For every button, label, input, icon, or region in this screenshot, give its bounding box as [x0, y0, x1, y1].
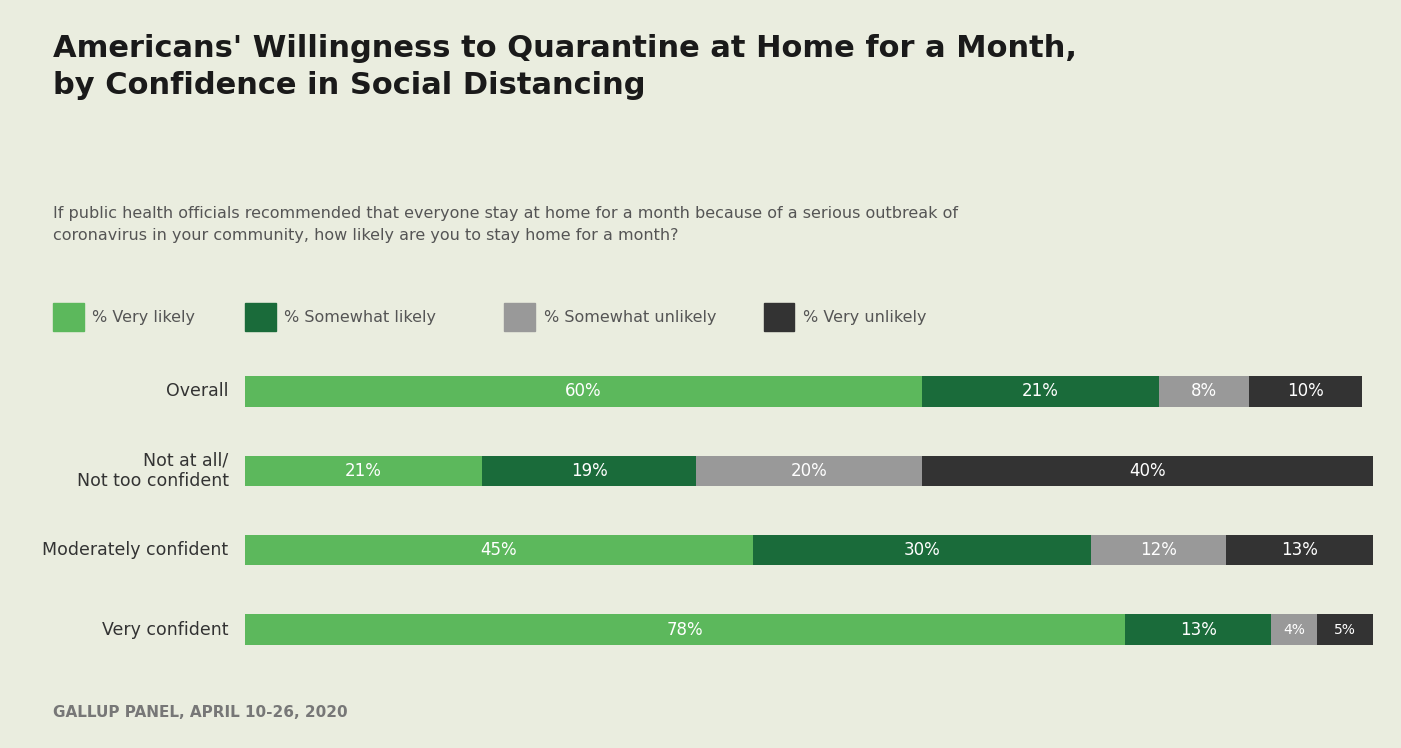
- Text: 12%: 12%: [1140, 542, 1177, 560]
- Text: 13%: 13%: [1282, 542, 1318, 560]
- Text: % Very likely: % Very likely: [92, 310, 196, 325]
- Bar: [1159, 376, 1248, 407]
- Text: 60%: 60%: [565, 382, 602, 400]
- Text: 20%: 20%: [790, 462, 828, 479]
- Text: 5%: 5%: [1334, 622, 1356, 637]
- Text: 10%: 10%: [1288, 382, 1324, 400]
- Text: 40%: 40%: [1129, 462, 1166, 479]
- Bar: [1091, 535, 1226, 565]
- Text: % Somewhat unlikely: % Somewhat unlikely: [544, 310, 716, 325]
- Bar: [752, 535, 1091, 565]
- Bar: [696, 456, 922, 486]
- Text: % Very unlikely: % Very unlikely: [803, 310, 926, 325]
- Bar: [245, 614, 1125, 645]
- Bar: [922, 456, 1373, 486]
- Text: 4%: 4%: [1283, 622, 1304, 637]
- Bar: [245, 376, 922, 407]
- Bar: [922, 376, 1159, 407]
- Bar: [245, 535, 752, 565]
- Text: If public health officials recommended that everyone stay at home for a month be: If public health officials recommended t…: [53, 206, 958, 243]
- Text: Americans' Willingness to Quarantine at Home for a Month,
by Confidence in Socia: Americans' Willingness to Quarantine at …: [53, 34, 1077, 99]
- Bar: [1272, 614, 1317, 645]
- Text: 78%: 78%: [667, 621, 703, 639]
- Text: 21%: 21%: [345, 462, 382, 479]
- Text: 21%: 21%: [1021, 382, 1059, 400]
- Text: 13%: 13%: [1180, 621, 1216, 639]
- Text: 8%: 8%: [1191, 382, 1217, 400]
- Text: GALLUP PANEL, APRIL 10-26, 2020: GALLUP PANEL, APRIL 10-26, 2020: [53, 705, 347, 720]
- Bar: [1248, 376, 1362, 407]
- Text: 19%: 19%: [570, 462, 608, 479]
- Bar: [482, 456, 696, 486]
- Text: 45%: 45%: [481, 542, 517, 560]
- Text: % Somewhat likely: % Somewhat likely: [284, 310, 436, 325]
- Bar: [1226, 535, 1373, 565]
- Bar: [245, 456, 482, 486]
- Text: 30%: 30%: [904, 542, 940, 560]
- Bar: [1317, 614, 1373, 645]
- Bar: [1125, 614, 1272, 645]
